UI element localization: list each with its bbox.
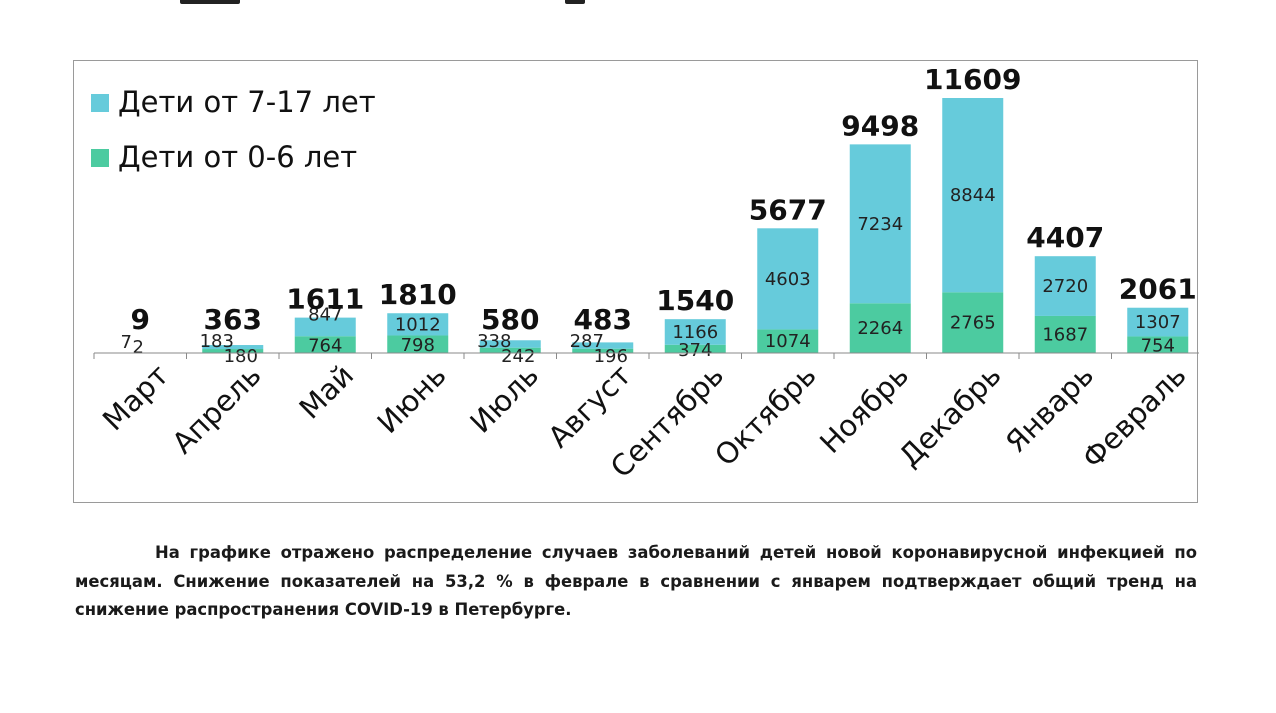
data-label-age-7-17-декабрь: 8844 [950, 185, 996, 206]
legend-swatch-age-7-17 [91, 94, 109, 112]
total-label-май: 1611 [286, 283, 364, 316]
total-label-апрель: 363 [204, 303, 262, 336]
data-label-age-0-6-июнь: 798 [401, 335, 435, 356]
total-label-январь: 4407 [1026, 221, 1104, 254]
data-label-age-7-17-июнь: 1012 [395, 314, 441, 335]
x-tick-label-май: Май [293, 358, 361, 426]
data-label-age-0-6-январь: 1687 [1042, 324, 1088, 345]
data-label-age-0-6-август: 196 [594, 346, 628, 367]
cropped-heading-fragment [565, 0, 585, 4]
bar-age-0-6-январь [1034, 315, 1096, 353]
bar-age-7-17-январь [1034, 256, 1096, 316]
data-label-age-0-6-июль: 242 [501, 346, 535, 367]
data-label-age-0-6-декабрь: 2765 [950, 313, 996, 334]
data-label-age-7-17-февраль: 1307 [1135, 312, 1181, 333]
bar-age-7-17-июнь [387, 313, 449, 336]
bar-age-7-17-ноябрь [849, 144, 911, 304]
x-tick-label-март: Март [96, 358, 175, 437]
bar-age-0-6-октябрь [757, 329, 819, 353]
legend: Дети от 7-17 лет Дети от 0-6 лет [91, 85, 376, 174]
bar-age-0-6-апрель [202, 349, 264, 353]
total-label-ноябрь: 9498 [841, 109, 919, 142]
chart-caption: На графике отражено распределение случае… [75, 543, 1197, 619]
data-label-age-0-6-ноябрь: 2264 [857, 318, 903, 339]
data-label-age-0-6-март: 2 [133, 337, 144, 358]
bar-age-7-17-апрель [202, 345, 264, 350]
data-label-age-7-17-январь: 2720 [1042, 276, 1088, 297]
total-label-октябрь: 5677 [749, 193, 827, 226]
bar-age-0-6-июль [479, 347, 541, 353]
x-tick-label-июль: Июль [463, 358, 545, 440]
legend-label-age-0-6: Дети от 0-6 лет [118, 140, 357, 174]
data-label-age-0-6-октябрь: 1074 [765, 331, 811, 352]
bar-age-7-17-июль [479, 340, 541, 348]
data-label-age-7-17-июль: 338 [477, 331, 511, 352]
total-label-декабрь: 11609 [924, 63, 1021, 96]
x-tick-label-декабрь: Декабрь [892, 358, 1007, 473]
total-label-март: 9 [131, 303, 150, 336]
data-label-age-7-17-сентябрь: 1166 [672, 322, 718, 343]
bar-age-0-6-февраль [1127, 336, 1189, 353]
legend-swatch-age-0-6 [91, 149, 109, 167]
data-label-age-0-6-май: 764 [308, 336, 342, 357]
data-label-age-0-6-февраль: 754 [1141, 336, 1175, 357]
bar-age-0-6-сентябрь [664, 344, 726, 353]
bar-age-7-17-май [294, 317, 356, 337]
data-label-age-7-17-ноябрь: 7234 [857, 214, 903, 235]
total-label-февраль: 2061 [1119, 273, 1197, 306]
bar-age-0-6-июнь [387, 335, 449, 353]
bar-age-7-17-сентябрь [664, 319, 726, 345]
x-tick-label-июнь: Июнь [371, 358, 453, 440]
bar-age-7-17-декабрь [942, 98, 1004, 293]
total-label-август: 483 [574, 303, 632, 336]
bar-age-0-6-август [572, 348, 634, 353]
data-label-age-7-17-май: 847 [308, 305, 342, 326]
x-tick-label-апрель: Апрель [165, 358, 267, 460]
bar-age-7-17-октябрь [757, 228, 819, 330]
bar-age-0-6-ноябрь [849, 303, 911, 353]
bar-age-7-17-февраль [1127, 307, 1189, 337]
data-label-age-0-6-апрель: 180 [224, 346, 258, 367]
cropped-heading-fragment [180, 0, 240, 4]
chart-area: Дети от 7-17 лет Дети от 0-6 лет 7 2 9 183 18… [73, 60, 1199, 503]
data-label-age-7-17-март: 7 [121, 332, 132, 353]
data-label-age-7-17-апрель: 183 [200, 331, 234, 352]
bar-age-0-6-май [294, 336, 356, 353]
bar-age-0-6-декабрь [942, 292, 1004, 353]
total-label-июль: 580 [481, 303, 539, 336]
data-label-age-7-17-октябрь: 4603 [765, 269, 811, 290]
total-label-сентябрь: 1540 [656, 284, 734, 317]
data-label-age-0-6-сентябрь: 374 [678, 340, 712, 361]
data-label-age-7-17-август: 287 [570, 331, 604, 352]
bar-age-7-17-август [572, 342, 634, 349]
x-tick-label-октябрь: Октябрь [708, 358, 823, 473]
legend-label-age-7-17: Дети от 7-17 лет [118, 85, 376, 119]
total-label-июнь: 1810 [379, 278, 457, 311]
